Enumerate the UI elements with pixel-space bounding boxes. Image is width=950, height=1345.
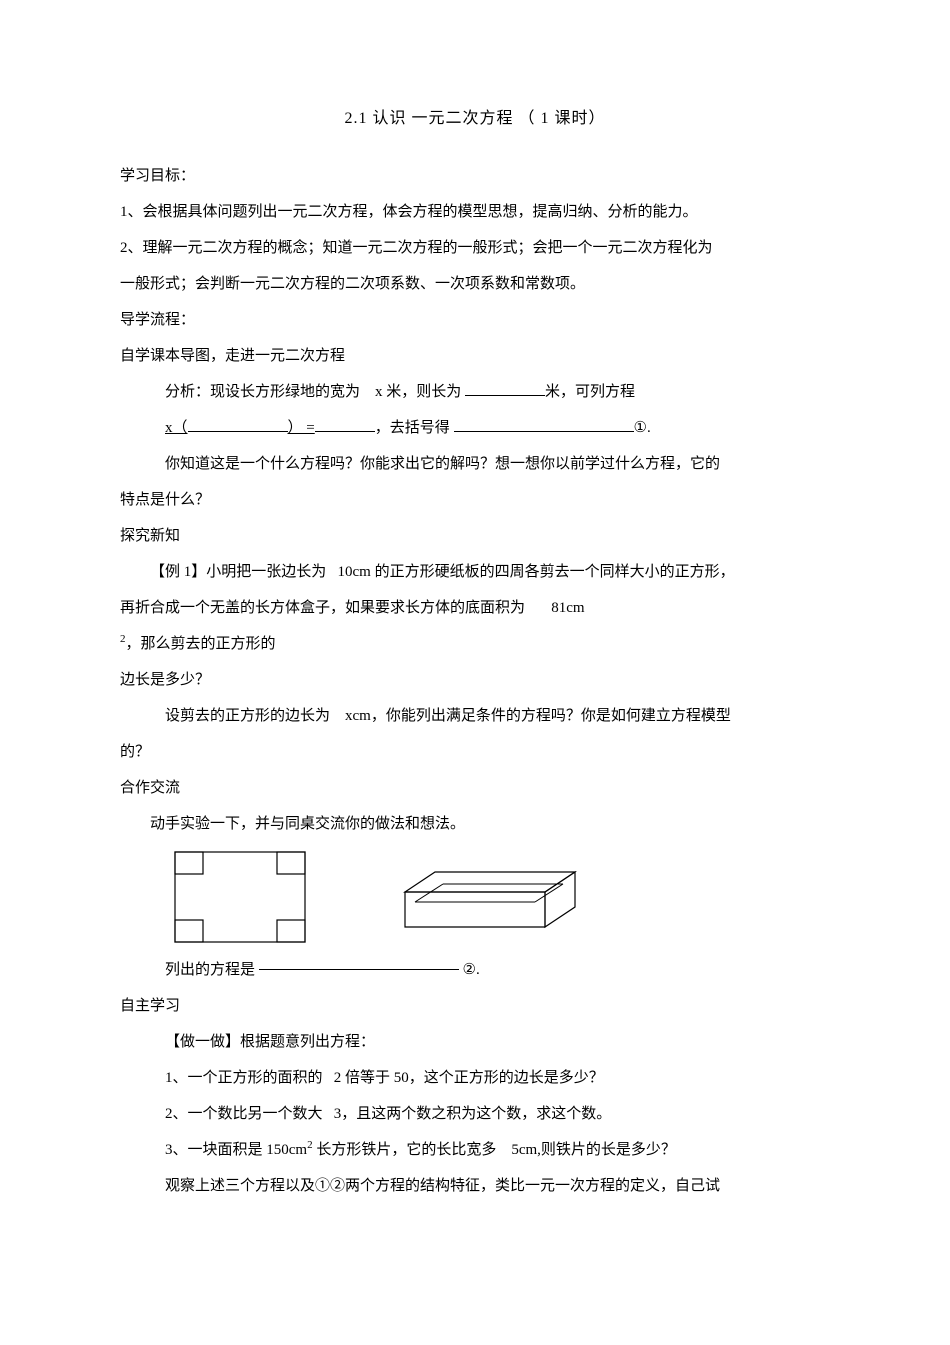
ex1-text-1: 【例 1】小明把一张边长为 (150, 564, 326, 580)
question-line2: 特点是什么？ (120, 482, 830, 518)
objective-2-line2: 一般形式；会判断一元二次方程的二次项系数、一次项系数和常数项。 (120, 266, 830, 302)
analysis-line1: 分析：现设长方形绿地的宽为 x 米，则长为 米，可列方程 (120, 374, 830, 410)
problem-2: 2、一个数比另一个数大 3，且这两个数之积为这个数，求这个数。 (120, 1096, 830, 1132)
lesson-title: 2.1 认识 一元二次方程 （ 1 课时） (120, 100, 830, 138)
observe-text: 观察上述三个方程以及①②两个方程的结构特征，类比一元一次方程的定义，自己试 (120, 1168, 830, 1204)
prob3-text-2: 长方形铁片，它的长比宽多 (313, 1142, 497, 1158)
blank-result (259, 969, 459, 975)
example1-setup: 设剪去的正方形的边长为 xcm，你能列出满足条件的方程吗？你是如何建立方程模型 (120, 698, 830, 734)
ex1-text-2: 10cm 的正方形硬纸板的四周各剪去一个同样大小的正方形， (338, 564, 735, 580)
prob2-text-2: 3，且这两个数之积为这个数，求这个数。 (334, 1106, 612, 1122)
prob1-text-2: 2 倍等于 50，这个正方形的边长是多少？ (334, 1070, 604, 1086)
blank-eq2 (315, 416, 375, 432)
figure-box (395, 857, 585, 937)
figures-row (120, 847, 830, 947)
objective-2-line1: 2、理解一元二次方程的概念；知道一元二次方程的一般形式；会把一个一元二次方程化为 (120, 230, 830, 266)
prob3-text-1: 3、一块面积是 150cm (165, 1142, 307, 1158)
box-svg (395, 857, 585, 937)
question-line1: 你知道这是一个什么方程吗？你能求出它的解吗？想一想你以前学过什么方程，它的 (120, 446, 830, 482)
label-circle-1: ①. (634, 420, 651, 436)
problem-1: 1、一个正方形的面积的 2 倍等于 50，这个正方形的边长是多少？ (120, 1060, 830, 1096)
example1-line2: 再折合成一个无盖的长方体盒子，如果要求长方体的底面积为 81cm2，那么剪去的正… (120, 590, 830, 662)
result-text: 列出的方程是 (165, 962, 255, 978)
prob1-text-1: 1、一个正方形的面积的 (165, 1070, 323, 1086)
eq-x: x（ (165, 420, 188, 436)
equation-result: 列出的方程是 ②. (120, 952, 830, 988)
intro-line: 自学课本导图，走进一元二次方程 (120, 338, 830, 374)
flat-pattern-svg (165, 847, 315, 947)
heading-guide: 导学流程： (120, 302, 830, 338)
prob3-text-3: 5cm,则铁片的长是多少？ (511, 1142, 676, 1158)
ex1-text-5: ，那么剪去的正方形的 (126, 636, 276, 652)
analysis-text-1: 分析：现设长方形绿地的宽为 (165, 384, 360, 400)
blank-length (465, 380, 545, 396)
page-content: 2.1 认识 一元二次方程 （ 1 课时） 学习目标： 1、会根据具体问题列出一… (0, 0, 950, 1264)
heading-cooperate: 合作交流 (120, 770, 830, 806)
example1-setup2: 的？ (120, 734, 830, 770)
eq-expand: ，去括号得 (375, 420, 450, 436)
ex1-text-3: 再折合成一个无盖的长方体盒子，如果要求长方体的底面积为 (120, 600, 525, 616)
blank-eq1 (188, 416, 288, 432)
eq-equals: ） = (288, 420, 315, 436)
ex1-text-4: 81cm (551, 600, 584, 616)
setup-text-2: xcm，你能列出满足条件的方程吗？你是如何建立方程模型 (345, 708, 731, 724)
objective-1: 1、会根据具体问题列出一元二次方程，体会方程的模型思想，提高归纳、分析的能力。 (120, 194, 830, 230)
heading-explore: 探究新知 (120, 518, 830, 554)
cooperate-text: 动手实验一下，并与同桌交流你的做法和想法。 (120, 806, 830, 842)
example1-line1: 【例 1】小明把一张边长为 10cm 的正方形硬纸板的四周各剪去一个同样大小的正… (120, 554, 830, 590)
do-it-heading: 【做一做】根据题意列出方程： (120, 1024, 830, 1060)
example1-line3: 边长是多少？ (120, 662, 830, 698)
label-circle-2: ②. (463, 962, 480, 978)
problem-3: 3、一块面积是 150cm2 长方形铁片，它的长比宽多 5cm,则铁片的长是多少… (120, 1132, 830, 1168)
heading-self-study: 自主学习 (120, 988, 830, 1024)
heading-objectives: 学习目标： (120, 158, 830, 194)
analysis-text-3: 米，可列方程 (545, 384, 635, 400)
setup-text-1: 设剪去的正方形的边长为 (165, 708, 330, 724)
blank-eq3 (454, 416, 634, 432)
prob2-text-1: 2、一个数比另一个数大 (165, 1106, 323, 1122)
equation-line: x（ ） = ，去括号得 ①. (120, 410, 830, 446)
figure-flat-pattern (165, 847, 315, 947)
analysis-text-2: x 米，则长为 (375, 384, 461, 400)
